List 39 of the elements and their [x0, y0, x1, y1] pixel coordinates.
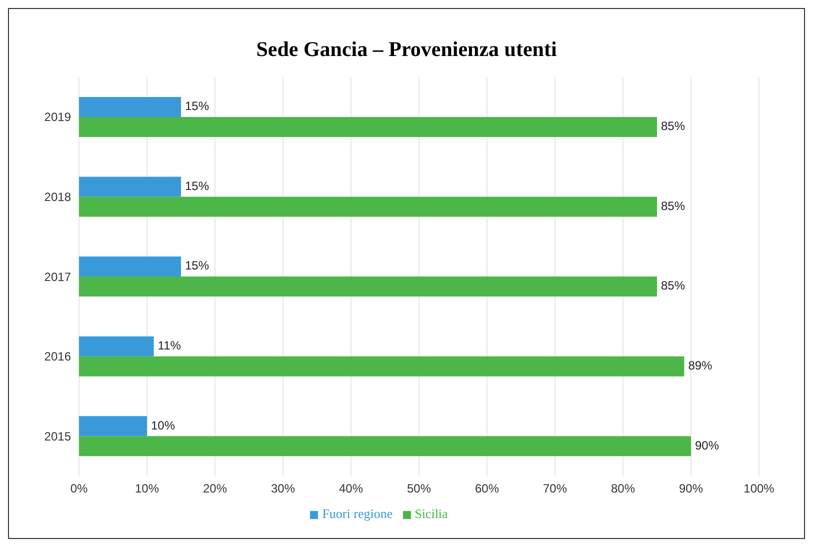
legend-label: Sicilia — [414, 506, 448, 521]
data-label: 15% — [185, 178, 210, 193]
data-label: 90% — [695, 438, 720, 452]
y-tick-label: 2019 — [44, 110, 72, 124]
data-label: 85% — [661, 278, 686, 293]
chart-title: Sede Gancia – Provenienza utenti — [255, 37, 558, 63]
legend-label: Fuori regione — [322, 506, 393, 521]
bar — [79, 416, 147, 436]
bar — [79, 276, 657, 297]
bar — [79, 336, 154, 356]
y-tick-label: 2016 — [44, 350, 72, 364]
x-tick-label: 50% — [406, 482, 432, 496]
x-tick-label: 40% — [338, 482, 364, 496]
x-tick-label: 20% — [202, 482, 228, 496]
data-label: 10% — [151, 418, 176, 432]
x-tick-label: 0% — [70, 482, 88, 496]
data-label: 85% — [661, 198, 686, 213]
data-label: 89% — [688, 358, 713, 373]
bar — [79, 356, 684, 376]
x-tick-label: 60% — [474, 482, 500, 496]
y-tick-label: 2015 — [44, 429, 72, 444]
x-tick-label: 100% — [744, 482, 775, 496]
x-tick-label: 70% — [542, 482, 568, 496]
bar — [79, 176, 181, 197]
data-label: 15% — [185, 99, 210, 114]
x-tick-label: 90% — [678, 482, 704, 496]
x-tick-label: 30% — [270, 482, 296, 496]
bar — [79, 256, 181, 277]
data-label: 11% — [158, 338, 182, 353]
x-tick-label: 10% — [134, 482, 160, 496]
bar — [79, 196, 657, 217]
bar — [79, 96, 181, 117]
bar — [79, 436, 691, 456]
y-tick-label: 2017 — [44, 270, 72, 284]
x-tick-label: 80% — [610, 482, 636, 496]
bar — [79, 116, 657, 137]
y-tick-label: 2018 — [44, 190, 72, 204]
data-label: 85% — [661, 119, 686, 134]
data-label: 15% — [185, 258, 210, 273]
